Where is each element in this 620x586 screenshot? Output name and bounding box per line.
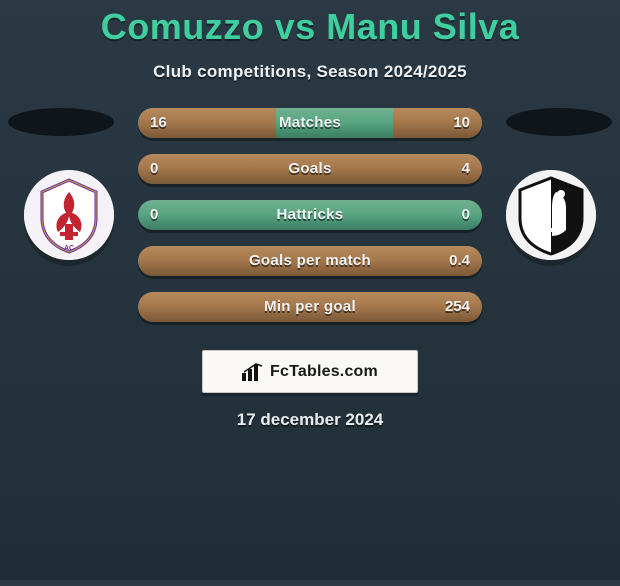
brand-box: FcTables.com	[202, 350, 418, 393]
left-shadow	[8, 108, 114, 136]
stat-value-right: 0.4	[449, 246, 470, 276]
stat-row: Matches16 10	[138, 108, 482, 138]
stat-value-left: 16	[150, 108, 167, 138]
stat-bars: Matches1610Goals04Hattricks00Goals per m…	[138, 108, 482, 338]
vitoria-crest-icon	[506, 170, 596, 260]
stat-label: Goals	[138, 154, 482, 184]
stat-value-left: 0	[150, 200, 158, 230]
stat-row: Min per goal254	[138, 292, 482, 322]
stat-label: Hattricks	[138, 200, 482, 230]
bars-chart-icon	[242, 363, 264, 381]
page-title: Comuzzo vs Manu Silva	[0, 6, 620, 48]
left-team-badge: AC	[24, 170, 114, 260]
stat-label: Min per goal	[138, 292, 482, 322]
brand-label: FcTables.com	[270, 363, 378, 381]
right-shadow	[506, 108, 612, 136]
subtitle: Club competitions, Season 2024/2025	[0, 62, 620, 82]
stat-value-right: 10	[453, 108, 470, 138]
stat-value-left: 0	[150, 154, 158, 184]
stat-value-right: 4	[462, 154, 470, 184]
fiorentina-crest-icon: AC	[24, 170, 114, 260]
stat-value-right: 0	[462, 200, 470, 230]
stat-row: Goals0 4	[138, 154, 482, 184]
date-label: 17 december 2024	[0, 410, 620, 430]
stat-row: Goals per match0.4	[138, 246, 482, 276]
stat-label: Goals per match	[138, 246, 482, 276]
stat-value-right: 254	[445, 292, 470, 322]
svg-text:AC: AC	[64, 245, 74, 252]
stat-label: Matches	[138, 108, 482, 138]
stat-row: Hattricks0 0	[138, 200, 482, 230]
right-team-badge	[506, 170, 596, 260]
